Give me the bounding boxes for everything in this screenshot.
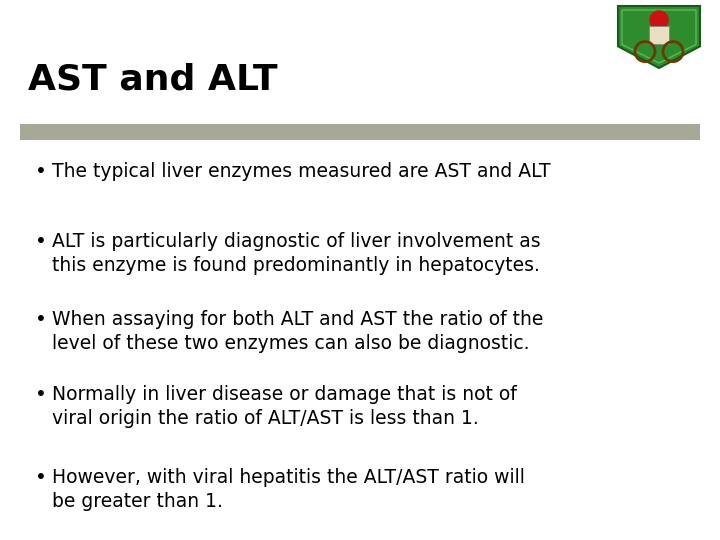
Polygon shape: [618, 6, 700, 68]
Text: •: •: [35, 162, 47, 181]
Text: When assaying for both ALT and AST the ratio of the
level of these two enzymes c: When assaying for both ALT and AST the r…: [52, 310, 544, 353]
Text: ALT is particularly diagnostic of liver involvement as
this enzyme is found pred: ALT is particularly diagnostic of liver …: [52, 232, 541, 275]
Text: •: •: [35, 310, 47, 329]
Text: •: •: [35, 385, 47, 404]
Text: The typical liver enzymes measured are AST and ALT: The typical liver enzymes measured are A…: [52, 162, 551, 181]
Text: •: •: [35, 468, 47, 487]
Text: However, with viral hepatitis the ALT/AST ratio will
be greater than 1.: However, with viral hepatitis the ALT/AS…: [52, 468, 525, 511]
Text: AST and ALT: AST and ALT: [28, 63, 278, 97]
Text: •: •: [35, 232, 47, 251]
FancyBboxPatch shape: [649, 26, 669, 44]
Text: Normally in liver disease or damage that is not of
viral origin the ratio of ALT: Normally in liver disease or damage that…: [52, 385, 517, 428]
FancyBboxPatch shape: [20, 124, 700, 140]
Circle shape: [650, 11, 668, 29]
